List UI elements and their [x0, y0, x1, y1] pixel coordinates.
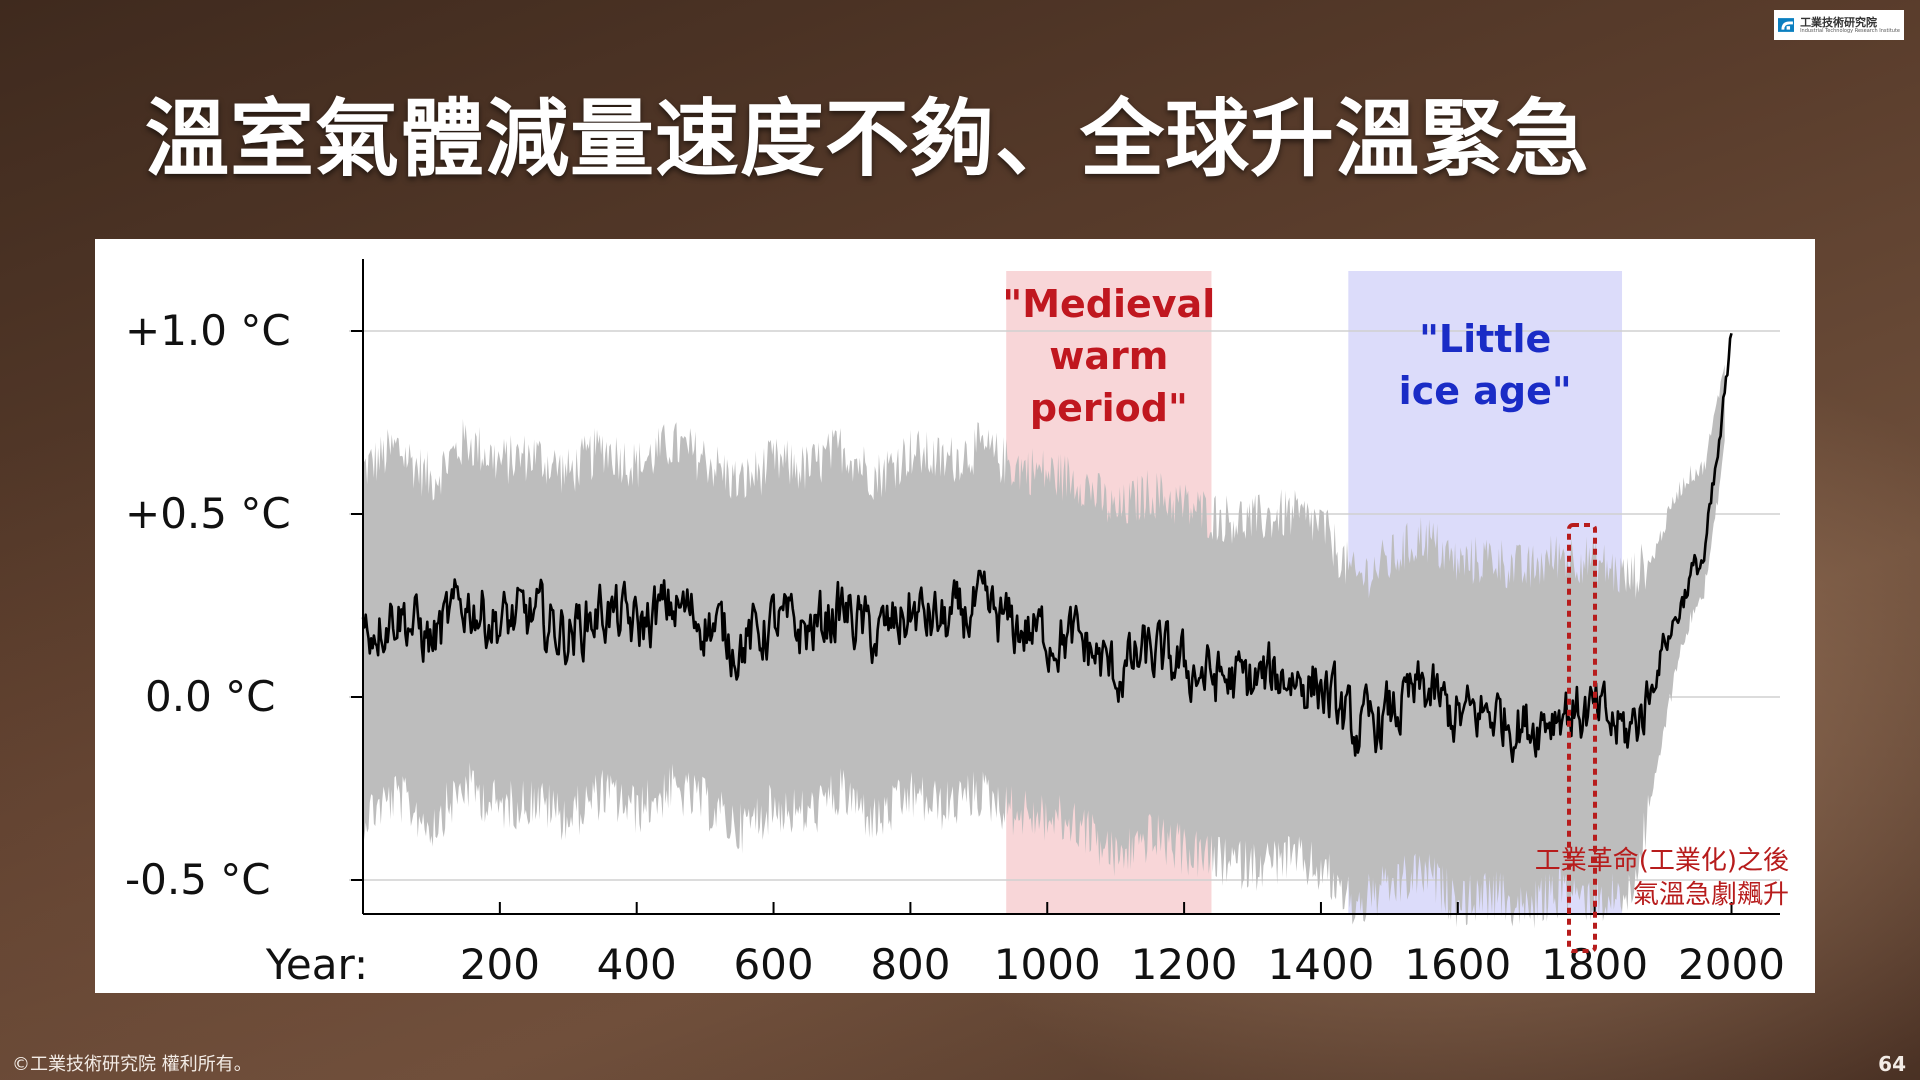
x-tick-label: 1400	[1268, 940, 1375, 989]
itri-logo: 工業技術研究院 Industrial Technology Research I…	[1774, 10, 1904, 40]
medieval-warm-period-label: period"	[1030, 386, 1188, 430]
slide-title: 溫室氣體減量速度不夠、全球升溫緊急	[145, 90, 1591, 188]
industrial-note-label: 氣溫急劇飆升	[1633, 880, 1789, 910]
x-tick-label: 1600	[1404, 940, 1511, 989]
x-tick-label: 600	[733, 940, 813, 989]
chart-panel: +1.0 °C +0.5 °C 0.0 °C -0.5 °C 200 400 600 800 1…	[95, 239, 1815, 993]
x-tick-label: 200	[460, 940, 540, 989]
medieval-warm-period-label: "Medieval	[1002, 282, 1215, 326]
x-tick-label: 1000	[994, 940, 1101, 989]
page-number: 64	[1878, 1052, 1906, 1076]
copyright-footer: ©工業技術研究院 權利所有。	[12, 1054, 252, 1075]
x-tick-label: 2000	[1678, 940, 1785, 989]
little-ice-age-label: ice age"	[1399, 369, 1572, 413]
logo-name-en: Industrial Technology Research Institute	[1800, 27, 1900, 34]
industrial-note-label: 工業革命(工業化)之後	[1535, 846, 1789, 876]
y-tick-label: +1.0 °C	[125, 306, 291, 355]
x-axis-prefix-label: Year:	[265, 940, 368, 989]
little-ice-age-label: "Little	[1419, 317, 1551, 361]
x-tick-label: 400	[597, 940, 677, 989]
temperature-series-line	[361, 332, 1733, 764]
logo-name-zh: 工業技術研究院	[1800, 15, 1878, 29]
y-tick-label: 0.0 °C	[145, 672, 275, 721]
x-tick-label: 1200	[1131, 940, 1238, 989]
y-tick-label: -0.5 °C	[125, 855, 271, 904]
x-tick-label: 800	[870, 940, 950, 989]
y-tick-label: +0.5 °C	[125, 489, 291, 538]
industrial-highlight-box	[1567, 523, 1597, 953]
medieval-warm-period-label: warm	[1049, 334, 1168, 378]
itri-logo-mark-icon	[1778, 18, 1795, 32]
temperature-chart: +1.0 °C +0.5 °C 0.0 °C -0.5 °C 200 400 600 800 1…	[125, 259, 1789, 989]
